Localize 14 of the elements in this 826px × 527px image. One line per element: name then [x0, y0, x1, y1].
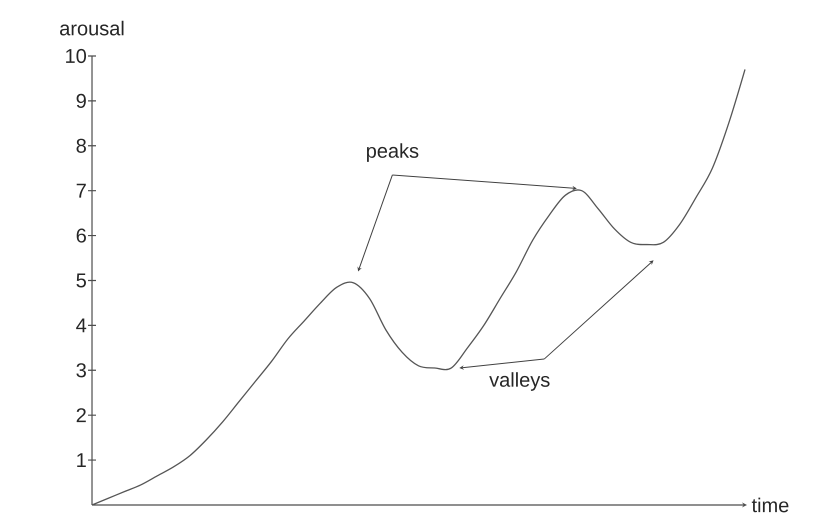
- annotation: valleys: [489, 372, 550, 391]
- y-tick-label: 2: [76, 408, 86, 422]
- y-tick-label: 1: [77, 453, 86, 467]
- y-tick-label: 6: [76, 228, 86, 243]
- y-tick-label: 4: [76, 318, 86, 332]
- y-tick-label: 3: [76, 363, 86, 378]
- y-axis-title: arousal: [60, 20, 124, 36]
- x-axis-title: time: [752, 498, 788, 512]
- y-tick-label: 9: [76, 94, 86, 108]
- y-tick-label: 5: [76, 274, 86, 288]
- y-tick-label: 10: [66, 48, 86, 64]
- y-tick-label: 7: [76, 184, 86, 198]
- y-tick-label: 8: [76, 138, 86, 153]
- annotation: peaks: [367, 143, 418, 162]
